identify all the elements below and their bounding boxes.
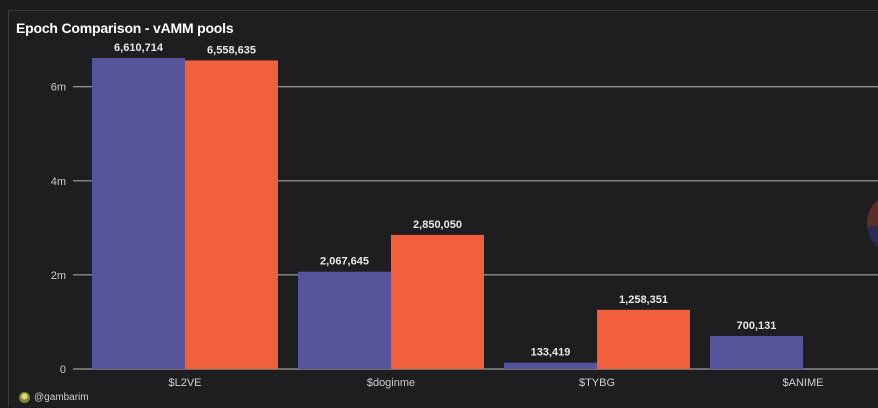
- avatar-icon: [19, 392, 30, 403]
- footer: @gambarim: [19, 392, 89, 403]
- y-tick-label: 2m: [51, 270, 66, 282]
- data-label: 700,131: [737, 320, 777, 332]
- data-label: 133,419: [531, 347, 571, 359]
- pie-slice: [867, 225, 878, 247]
- x-tick-label: $doginme: [367, 377, 415, 389]
- bar: [710, 336, 803, 369]
- chart-title: Epoch Comparison - vAMM pools: [16, 20, 234, 36]
- bar: [597, 309, 690, 369]
- bar: [298, 271, 391, 369]
- bar: [391, 234, 484, 369]
- y-tick-label: 6m: [51, 82, 66, 94]
- bar: [92, 58, 185, 369]
- chart-panel: Epoch Comparison - vAMM pools 0 2m 4m 6m 6,6…: [8, 10, 878, 407]
- data-label: 1,258,351: [619, 294, 668, 306]
- y-tick-label: 4m: [51, 176, 66, 188]
- y-tick-label: 0: [60, 364, 66, 376]
- x-tick-label: $ANIME: [783, 377, 824, 389]
- x-tick-label: $TYBG: [579, 377, 615, 389]
- data-label: 6,558,635: [207, 44, 256, 56]
- bar: [185, 60, 278, 370]
- footer-handle: @gambarim: [34, 392, 89, 403]
- data-label: 6,610,714: [114, 42, 164, 54]
- data-label: 2,850,050: [413, 219, 462, 231]
- bar: [504, 362, 597, 369]
- bar-chart: 0 2m 4m 6m 6,610,714 6,558,635 $L2VE 2,067,645 2…: [51, 42, 878, 389]
- data-label: 2,067,645: [320, 256, 369, 268]
- x-tick-label: $L2VE: [168, 377, 201, 389]
